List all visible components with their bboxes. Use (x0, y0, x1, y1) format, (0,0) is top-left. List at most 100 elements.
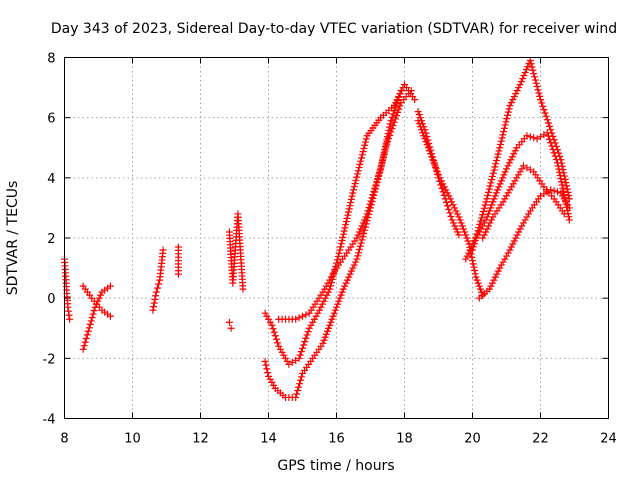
y-tick-label: 2 (47, 232, 55, 247)
data-point (539, 102, 547, 110)
data-point (462, 255, 470, 263)
data-point (424, 144, 432, 152)
data-point (472, 273, 480, 281)
data-point (337, 243, 345, 251)
data-point (546, 122, 554, 130)
data-point (361, 141, 369, 149)
data-point (354, 170, 361, 178)
data-point (529, 66, 537, 74)
data-point (382, 139, 390, 147)
data-point (490, 195, 498, 203)
data-point (449, 201, 457, 209)
data-point (559, 184, 567, 192)
data-point (397, 87, 405, 95)
data-point (97, 291, 105, 299)
data-point (324, 279, 332, 287)
y-tick-label: -2 (43, 352, 56, 367)
data-point (345, 205, 353, 213)
data-point (535, 89, 543, 97)
data-point (302, 334, 310, 342)
data-point (471, 266, 479, 274)
data-point (388, 113, 396, 121)
data-point (487, 282, 495, 290)
data-point (493, 270, 501, 278)
data-point (491, 163, 499, 171)
data-point (296, 380, 304, 388)
data-point (294, 387, 302, 395)
data-point (563, 185, 571, 193)
data-point (326, 276, 334, 284)
data-point (440, 183, 448, 191)
data-point (326, 321, 334, 329)
data-point (373, 178, 381, 186)
data-point (563, 203, 571, 211)
data-point (455, 213, 463, 221)
data-point (550, 187, 558, 195)
x-tick-label: 20 (464, 432, 481, 447)
data-point (341, 224, 349, 232)
data-point (448, 216, 456, 224)
data-point (322, 282, 330, 290)
data-point (497, 261, 505, 269)
data-point (292, 315, 300, 323)
data-point (353, 234, 361, 242)
data-point (507, 243, 515, 251)
data-point (499, 198, 507, 206)
data-point (420, 132, 428, 140)
data-point (381, 146, 389, 154)
data-point (90, 307, 98, 315)
data-point (377, 165, 385, 173)
data-point (320, 336, 328, 344)
data-point (474, 227, 482, 235)
data-point (494, 267, 502, 275)
data-point (385, 126, 393, 134)
data-point (358, 154, 365, 162)
data-point (358, 151, 366, 159)
data-point (487, 204, 495, 212)
data-point (432, 165, 440, 173)
data-point (471, 270, 479, 278)
data-point (445, 205, 453, 213)
data-point (478, 214, 486, 222)
data-point (276, 345, 284, 353)
data-point (464, 237, 472, 245)
data-point (484, 192, 492, 200)
data-point (411, 96, 419, 104)
data-point (393, 100, 401, 108)
data-point (493, 153, 501, 161)
data-point (485, 222, 493, 230)
data-point (391, 115, 399, 123)
data-point (352, 258, 360, 266)
data-point (446, 195, 454, 203)
data-point (303, 331, 311, 339)
data-point (444, 202, 452, 210)
data-point (227, 324, 235, 332)
data-point (465, 249, 473, 257)
data-point (456, 216, 464, 224)
data-point (562, 200, 570, 208)
data-point (555, 149, 563, 157)
data-point (159, 246, 167, 254)
data-point (506, 102, 514, 110)
data-point (560, 172, 568, 180)
data-point (541, 109, 549, 117)
data-point (520, 72, 528, 80)
data-point (372, 181, 380, 189)
data-point (337, 240, 345, 248)
data-point (339, 285, 347, 293)
data-point (489, 172, 496, 180)
data-point (472, 233, 480, 241)
data-point (428, 153, 436, 161)
data-point (376, 168, 384, 176)
data-point (86, 320, 94, 328)
data-point (415, 111, 423, 119)
data-point (480, 231, 488, 239)
data-point (354, 167, 362, 175)
data-point (482, 198, 490, 206)
data-point (357, 225, 365, 233)
data-point (512, 234, 520, 242)
data-point (278, 348, 286, 356)
data-point (393, 112, 401, 120)
data-point (310, 315, 318, 323)
data-point (503, 115, 511, 123)
